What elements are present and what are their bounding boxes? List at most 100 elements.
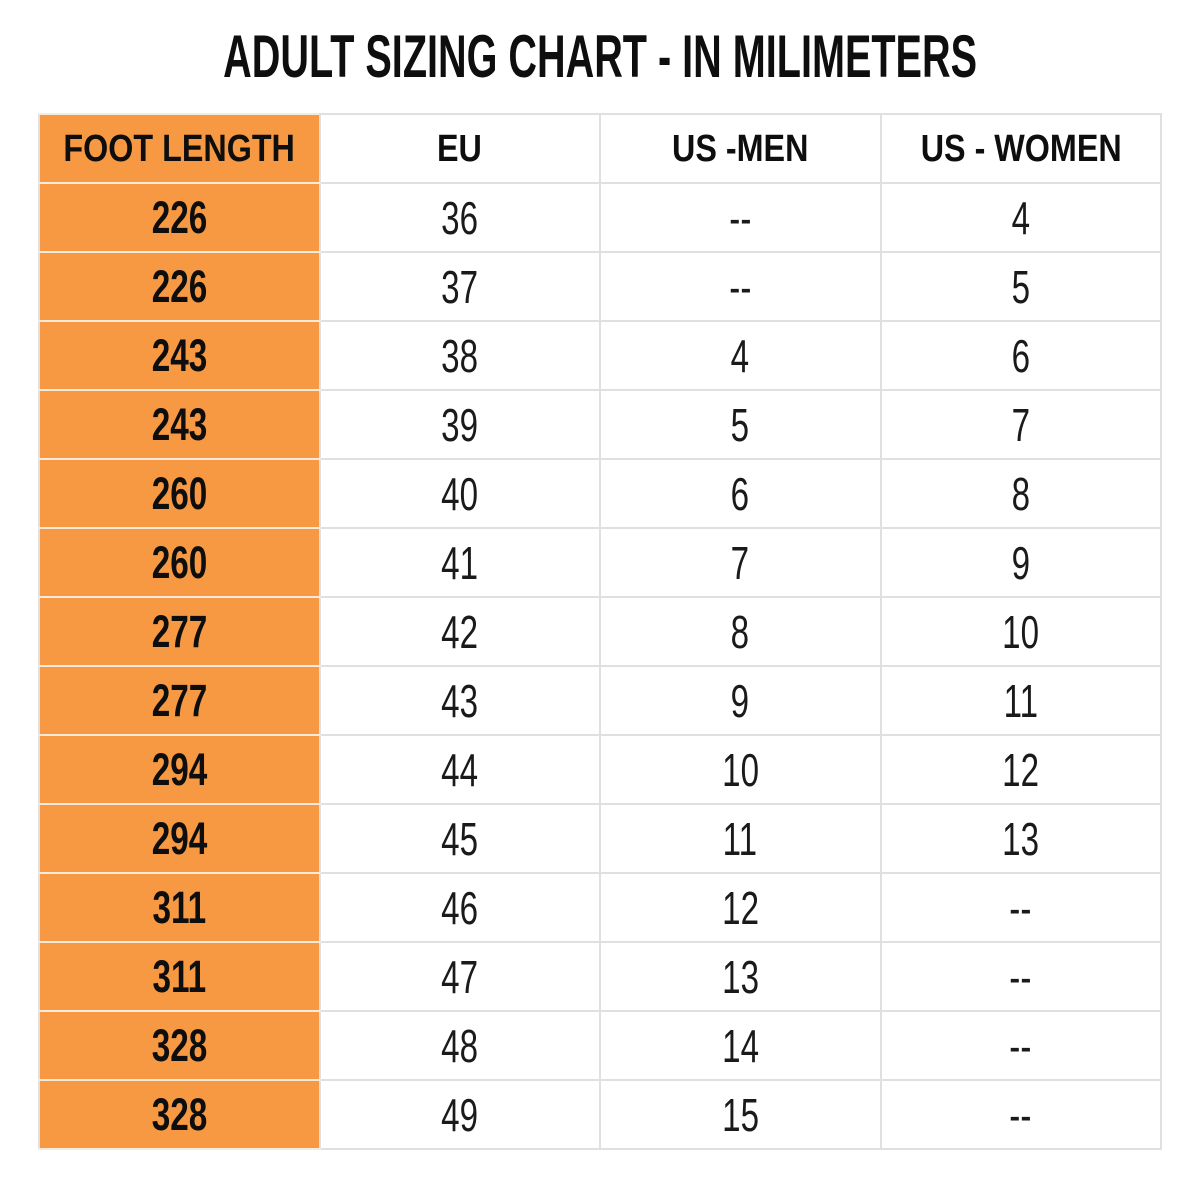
cell-eu: 38 bbox=[318, 320, 601, 391]
cell-value: 48 bbox=[441, 1019, 479, 1072]
cell-us-women: 9 bbox=[879, 527, 1162, 598]
cell-eu: 48 bbox=[318, 1010, 601, 1081]
cell-value: 7 bbox=[731, 536, 750, 589]
cell-value: 9 bbox=[1011, 536, 1030, 589]
cell-value: 10 bbox=[1002, 605, 1040, 658]
cell-foot-length: 311 bbox=[38, 941, 321, 1012]
table-body: 226 36 -- 4 226 37 -- 5 243 38 4 6 243 3… bbox=[38, 182, 1162, 1150]
cell-value: 226 bbox=[151, 261, 208, 312]
column-header-label: US -MEN bbox=[672, 127, 809, 170]
cell-us-women: 10 bbox=[879, 596, 1162, 667]
cell-value: 260 bbox=[151, 537, 208, 588]
table-row: 226 36 -- 4 bbox=[38, 182, 1162, 253]
cell-us-men: -- bbox=[599, 182, 882, 253]
cell-us-women: -- bbox=[879, 872, 1162, 943]
cell-value: 6 bbox=[1011, 329, 1030, 382]
cell-value: 7 bbox=[1011, 398, 1030, 451]
title-bar: ADULT SIZING CHART - IN MILIMETERS bbox=[0, 0, 1200, 113]
cell-value: 4 bbox=[731, 329, 750, 382]
cell-eu: 42 bbox=[318, 596, 601, 667]
table-row: 260 41 7 9 bbox=[38, 527, 1162, 598]
cell-foot-length: 328 bbox=[38, 1079, 321, 1150]
cell-value: 4 bbox=[1011, 191, 1030, 244]
cell-value: 49 bbox=[441, 1088, 479, 1141]
cell-us-men: -- bbox=[599, 251, 882, 322]
cell-value: 42 bbox=[441, 605, 479, 658]
cell-eu: 43 bbox=[318, 665, 601, 736]
cell-value: 8 bbox=[731, 605, 750, 658]
cell-value: 294 bbox=[151, 813, 208, 864]
cell-value: 277 bbox=[151, 675, 208, 726]
cell-value: 46 bbox=[441, 881, 479, 934]
cell-value: 294 bbox=[151, 744, 208, 795]
cell-value: 40 bbox=[441, 467, 479, 520]
cell-value: 11 bbox=[1003, 674, 1038, 727]
column-header-label: US - WOMEN bbox=[920, 127, 1122, 170]
cell-foot-length: 294 bbox=[38, 803, 321, 874]
cell-foot-length: 277 bbox=[38, 596, 321, 667]
table-row: 243 38 4 6 bbox=[38, 320, 1162, 391]
cell-us-women: 7 bbox=[879, 389, 1162, 460]
cell-eu: 45 bbox=[318, 803, 601, 874]
table-row: 311 47 13 -- bbox=[38, 941, 1162, 1012]
cell-us-women: 11 bbox=[879, 665, 1162, 736]
cell-us-women: 8 bbox=[879, 458, 1162, 529]
table-row: 311 46 12 -- bbox=[38, 872, 1162, 943]
cell-foot-length: 226 bbox=[38, 182, 321, 253]
cell-value: 243 bbox=[151, 330, 208, 381]
cell-us-women: -- bbox=[879, 941, 1162, 1012]
table-row: 328 48 14 -- bbox=[38, 1010, 1162, 1081]
cell-value: 38 bbox=[441, 329, 479, 382]
cell-eu: 40 bbox=[318, 458, 601, 529]
cell-us-women: 4 bbox=[879, 182, 1162, 253]
cell-value: 13 bbox=[1002, 812, 1040, 865]
page-title: ADULT SIZING CHART - IN MILIMETERS bbox=[223, 22, 977, 90]
cell-us-women: -- bbox=[879, 1010, 1162, 1081]
table-row: 277 43 9 11 bbox=[38, 665, 1162, 736]
sizing-table: FOOT LENGTH EU US -MEN US - WOMEN 226 36… bbox=[38, 113, 1162, 1150]
cell-value: -- bbox=[729, 260, 752, 313]
cell-value: 311 bbox=[152, 951, 207, 1002]
cell-us-women: 13 bbox=[879, 803, 1162, 874]
column-header-us-men: US -MEN bbox=[599, 113, 882, 184]
cell-value: 5 bbox=[731, 398, 750, 451]
table-row: 294 44 10 12 bbox=[38, 734, 1162, 805]
table-header: FOOT LENGTH EU US -MEN US - WOMEN bbox=[38, 113, 1162, 184]
cell-value: 13 bbox=[721, 950, 759, 1003]
cell-us-men: 12 bbox=[599, 872, 882, 943]
cell-us-men: 13 bbox=[599, 941, 882, 1012]
cell-value: 44 bbox=[441, 743, 479, 796]
table-row: 260 40 6 8 bbox=[38, 458, 1162, 529]
cell-value: 14 bbox=[721, 1019, 759, 1072]
table-row: 294 45 11 13 bbox=[38, 803, 1162, 874]
cell-value: -- bbox=[1009, 881, 1032, 934]
column-header-eu: EU bbox=[318, 113, 601, 184]
cell-us-women: 6 bbox=[879, 320, 1162, 391]
cell-us-women: 5 bbox=[879, 251, 1162, 322]
cell-us-women: -- bbox=[879, 1079, 1162, 1150]
cell-value: 43 bbox=[441, 674, 479, 727]
cell-value: 6 bbox=[731, 467, 750, 520]
cell-foot-length: 243 bbox=[38, 320, 321, 391]
cell-eu: 46 bbox=[318, 872, 601, 943]
cell-us-men: 8 bbox=[599, 596, 882, 667]
cell-value: 243 bbox=[151, 399, 208, 450]
column-header-label: EU bbox=[437, 127, 483, 170]
cell-foot-length: 243 bbox=[38, 389, 321, 460]
cell-value: 8 bbox=[1011, 467, 1030, 520]
cell-value: 41 bbox=[441, 536, 479, 589]
cell-eu: 37 bbox=[318, 251, 601, 322]
cell-value: 36 bbox=[441, 191, 479, 244]
cell-us-men: 15 bbox=[599, 1079, 882, 1150]
table-row: 328 49 15 -- bbox=[38, 1079, 1162, 1150]
cell-value: -- bbox=[729, 191, 752, 244]
cell-foot-length: 260 bbox=[38, 458, 321, 529]
cell-eu: 49 bbox=[318, 1079, 601, 1150]
header-row: FOOT LENGTH EU US -MEN US - WOMEN bbox=[38, 113, 1162, 184]
column-header-foot-length: FOOT LENGTH bbox=[38, 113, 321, 184]
cell-us-men: 7 bbox=[599, 527, 882, 598]
cell-eu: 41 bbox=[318, 527, 601, 598]
cell-foot-length: 328 bbox=[38, 1010, 321, 1081]
cell-foot-length: 260 bbox=[38, 527, 321, 598]
cell-value: 12 bbox=[721, 881, 759, 934]
